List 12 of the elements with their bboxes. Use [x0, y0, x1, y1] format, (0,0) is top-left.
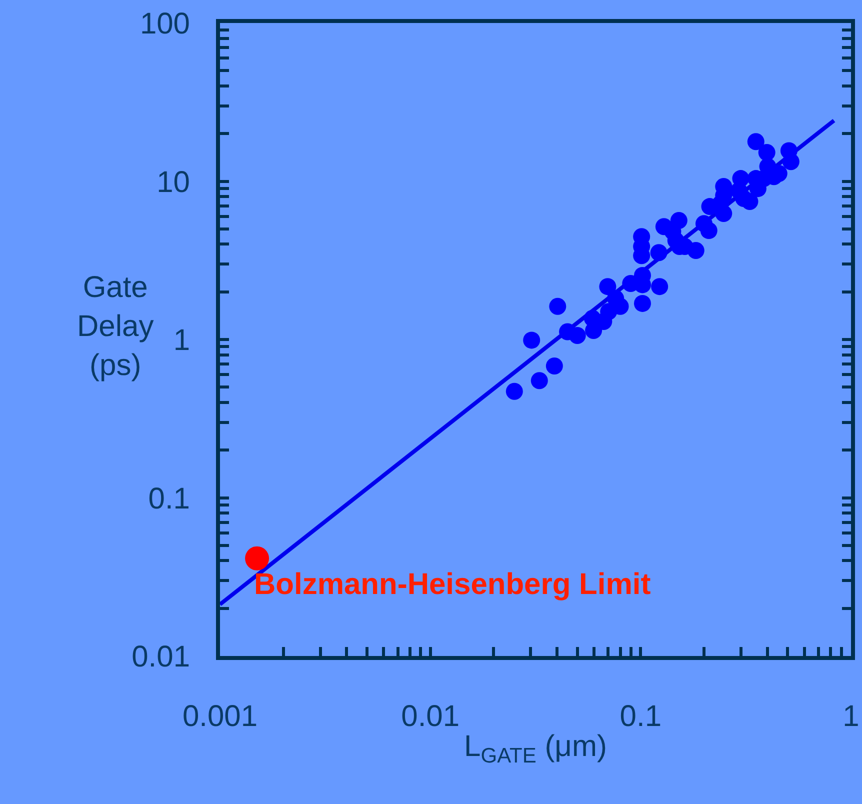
- y-tick-label: 0.01: [132, 640, 190, 674]
- annotation: Bolzmann-Heisenberg Limit: [254, 568, 651, 601]
- x-tick-label: 0.01: [401, 700, 460, 733]
- x-tick-label: 1: [842, 700, 860, 733]
- x-axis-title: L$_{GATE}$ (μm): [464, 730, 607, 768]
- x-tick-label: 0.001: [182, 700, 258, 733]
- y-axis-title: Gate Delay (ps): [77, 271, 154, 382]
- y-tick-label: 100: [140, 8, 190, 40]
- x-tick-label: 0.1: [620, 700, 662, 733]
- y-tick-label: 0.1: [148, 482, 190, 516]
- y-tick-label: 10: [156, 166, 190, 199]
- y-tick-label: 1: [173, 324, 190, 357]
